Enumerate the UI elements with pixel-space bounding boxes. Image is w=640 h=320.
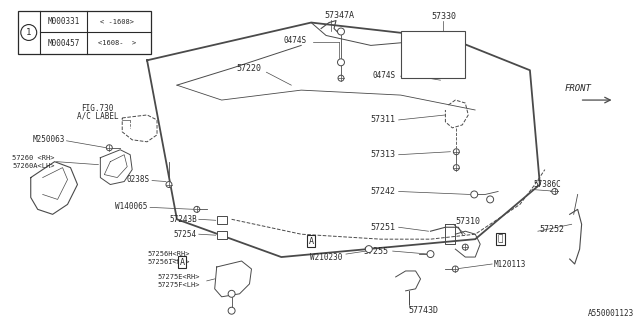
Text: 57275E<RH>: 57275E<RH> xyxy=(157,274,200,280)
Circle shape xyxy=(462,244,468,250)
Text: A: A xyxy=(179,258,184,267)
Text: 0238S: 0238S xyxy=(127,175,150,184)
Text: 0474S: 0474S xyxy=(372,71,396,80)
Bar xyxy=(18,11,151,54)
Text: M120113: M120113 xyxy=(494,260,527,268)
Text: 57242: 57242 xyxy=(371,187,396,196)
Text: W140065: W140065 xyxy=(115,202,147,211)
Circle shape xyxy=(20,25,36,40)
Text: A550001123: A550001123 xyxy=(588,309,634,318)
Text: <1608-  >: <1608- > xyxy=(98,40,136,46)
Circle shape xyxy=(453,165,460,171)
Bar xyxy=(401,30,465,78)
Circle shape xyxy=(338,75,344,81)
Text: 57220: 57220 xyxy=(236,64,261,73)
Text: 57256I<LH>: 57256I<LH> xyxy=(147,259,189,265)
Circle shape xyxy=(427,251,434,258)
Text: 57243B: 57243B xyxy=(169,215,197,224)
Text: 57255: 57255 xyxy=(364,247,388,256)
Bar xyxy=(217,216,227,224)
Circle shape xyxy=(106,145,112,151)
Text: 57743D: 57743D xyxy=(408,306,438,315)
Text: 57311: 57311 xyxy=(371,116,396,124)
Circle shape xyxy=(337,59,344,66)
Text: M250063: M250063 xyxy=(32,135,65,144)
Text: 57386C: 57386C xyxy=(534,180,562,189)
Text: 57330: 57330 xyxy=(431,12,456,21)
Circle shape xyxy=(552,188,558,195)
Text: 57254: 57254 xyxy=(173,230,197,239)
Circle shape xyxy=(365,246,372,252)
Text: FRONT: FRONT xyxy=(564,84,591,92)
Text: 57260A<LH>: 57260A<LH> xyxy=(12,163,54,169)
Text: 57347A: 57347A xyxy=(324,11,354,20)
Text: 57275F<LH>: 57275F<LH> xyxy=(157,282,200,288)
Text: 57313: 57313 xyxy=(371,150,396,159)
Text: 57251: 57251 xyxy=(371,223,396,232)
Text: 1: 1 xyxy=(26,28,31,37)
Circle shape xyxy=(337,28,344,35)
Bar xyxy=(217,231,227,239)
Circle shape xyxy=(194,206,200,212)
Text: M000331: M000331 xyxy=(47,17,80,26)
Text: 57256H<RH>: 57256H<RH> xyxy=(147,251,189,257)
Circle shape xyxy=(486,196,493,203)
Circle shape xyxy=(453,149,460,155)
Circle shape xyxy=(166,181,172,188)
Text: A: A xyxy=(308,237,314,246)
Text: M000457: M000457 xyxy=(47,39,80,48)
Text: 57310: 57310 xyxy=(455,217,481,226)
Text: 57260 <RH>: 57260 <RH> xyxy=(12,155,54,161)
Text: 57252: 57252 xyxy=(540,225,565,234)
Circle shape xyxy=(228,290,235,297)
Text: ①: ① xyxy=(497,235,503,244)
Text: < -1608>: < -1608> xyxy=(100,19,134,25)
Circle shape xyxy=(471,191,477,198)
Circle shape xyxy=(452,266,458,272)
Text: 0474S: 0474S xyxy=(283,36,306,45)
Text: W210230: W210230 xyxy=(310,252,342,261)
Circle shape xyxy=(228,307,235,314)
Text: A/C LABEL: A/C LABEL xyxy=(77,111,118,120)
Text: FIG.730: FIG.730 xyxy=(81,103,113,113)
